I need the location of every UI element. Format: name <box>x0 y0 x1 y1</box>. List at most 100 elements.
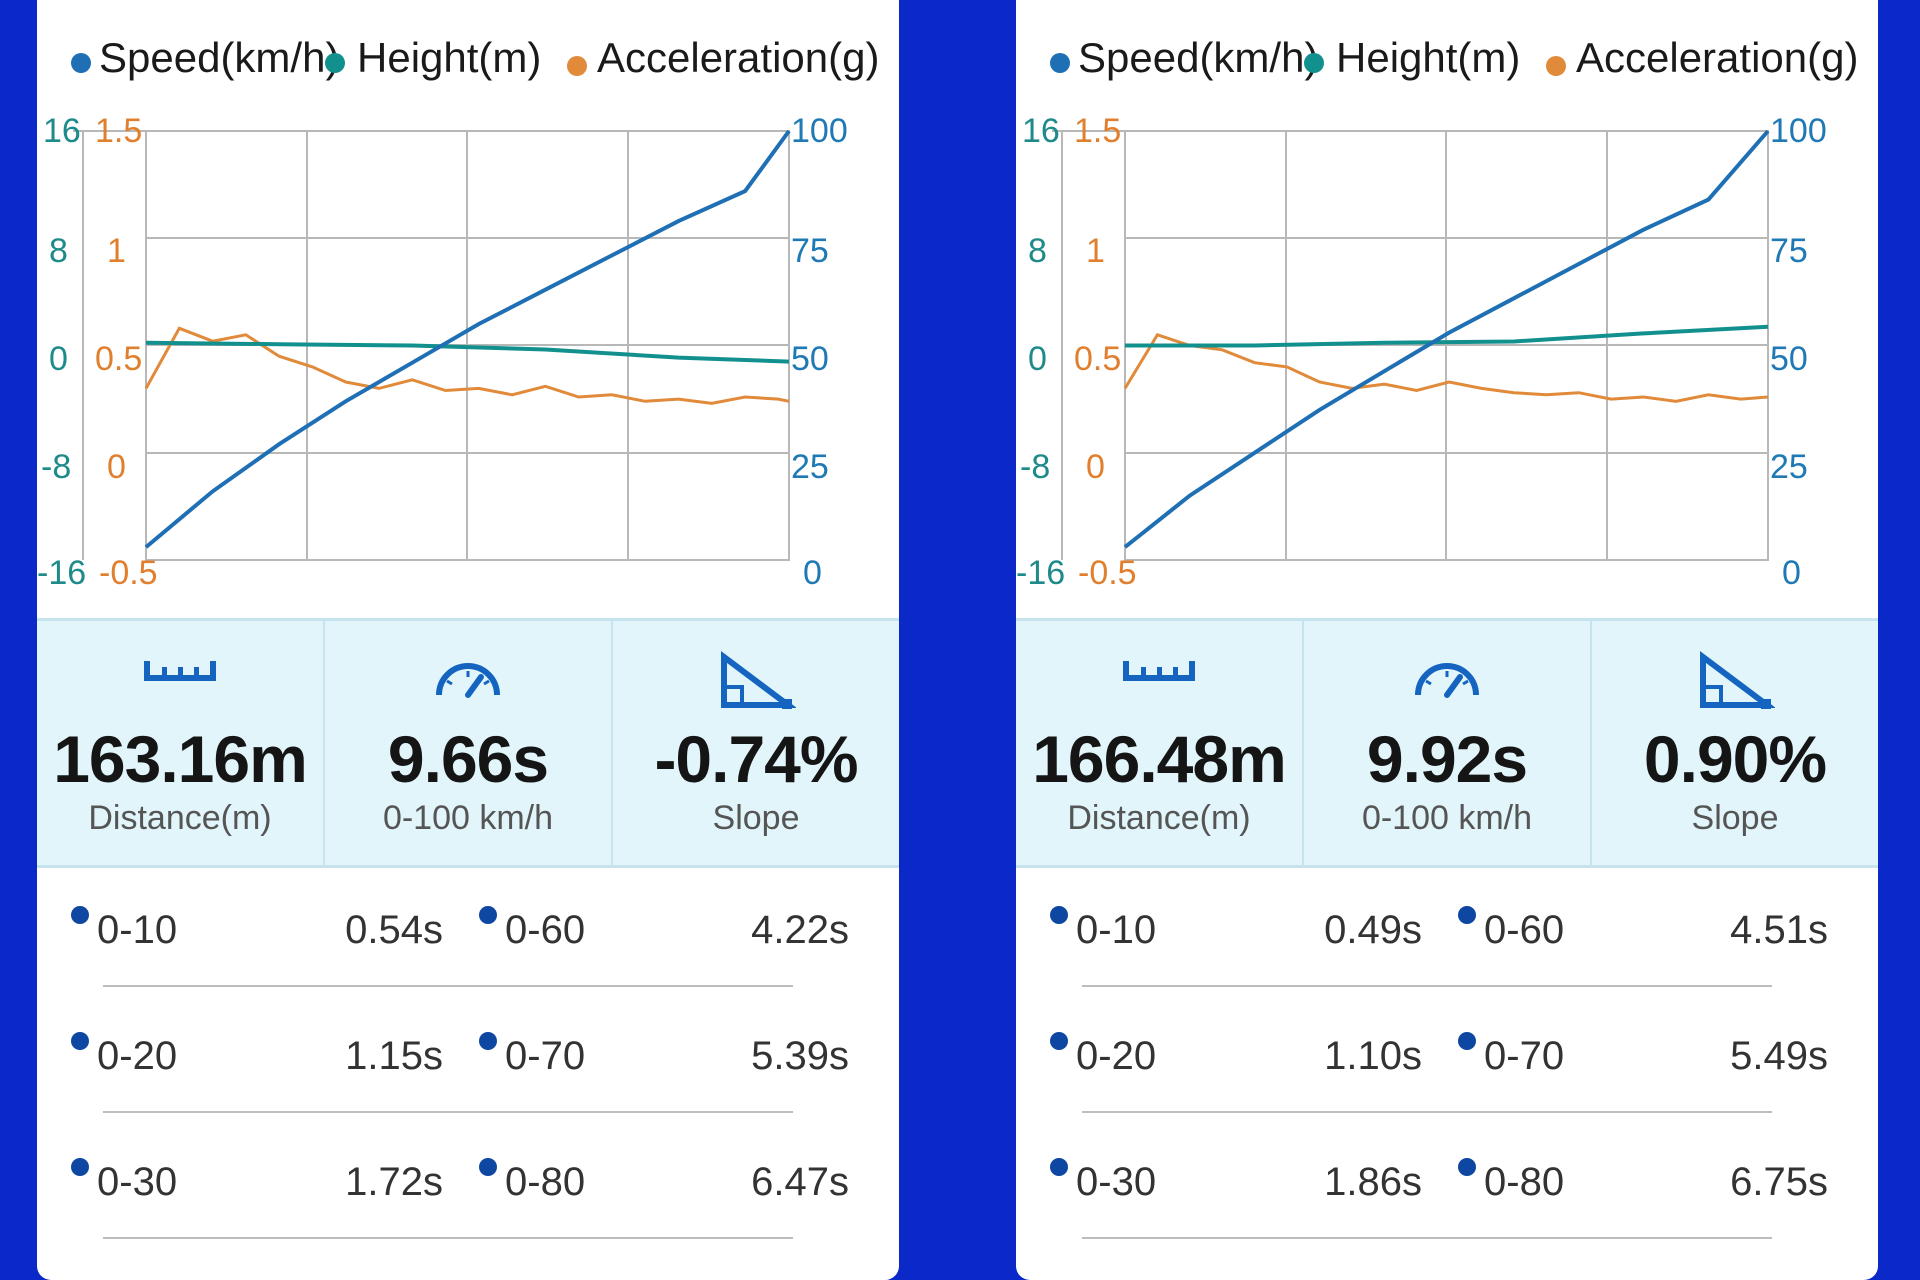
split-time: 4.51s <box>1730 908 1828 952</box>
acceleration-axis-ticks: 1.5 1 0.5 0 -0.5 <box>95 112 158 592</box>
legend-dot-speed <box>71 53 91 73</box>
split-dot <box>479 1158 497 1176</box>
speed-tick: 100 <box>791 112 848 150</box>
split-row: 0-20 1.15s 0-70 5.39s <box>37 996 899 1116</box>
split-dot <box>479 906 497 924</box>
split-time: 1.72s <box>345 1160 443 1204</box>
speed-tick: 25 <box>1770 448 1808 486</box>
legend-dot-height <box>325 53 345 73</box>
time-value: 9.92s <box>1366 722 1528 796</box>
split-dot <box>1050 906 1068 924</box>
slope-stat: -0.74% Slope <box>613 621 899 865</box>
split-time: 6.47s <box>751 1160 849 1204</box>
speed-tick: 25 <box>791 448 829 486</box>
split-time: 5.39s <box>751 1034 849 1078</box>
legend-acceleration: Acceleration(g) <box>597 34 879 81</box>
split-time: 1.15s <box>345 1034 443 1078</box>
divider <box>103 1237 793 1239</box>
height-axis-ticks: 16 8 0 -8 -16 <box>37 112 86 592</box>
distance-stat: 163.16m Distance(m) <box>37 621 325 865</box>
height-line <box>1125 324 1769 348</box>
split-time: 5.49s <box>1730 1034 1828 1078</box>
height-tick: 8 <box>49 232 68 270</box>
legend-acceleration: Acceleration(g) <box>1576 34 1858 81</box>
split-label: 0-10 <box>1076 908 1157 952</box>
acceleration-line <box>144 326 790 405</box>
speed-tick: 0 <box>1782 554 1801 592</box>
split-label: 0-70 <box>1484 1034 1565 1078</box>
speed-line <box>144 129 791 549</box>
legend-speed: Speed(km/h) <box>99 34 339 81</box>
legend-dot-height <box>1304 53 1324 73</box>
divider <box>1082 985 1772 987</box>
split-time: 0.49s <box>1324 908 1422 952</box>
chart-legend: Speed(km/h) Height(m) Acceleration(g) <box>1050 34 1858 81</box>
ruler-icon <box>1123 661 1195 681</box>
slope-value: 0.90% <box>1643 722 1827 796</box>
speed-tick: 100 <box>1770 112 1827 150</box>
distance-stat: 166.48m Distance(m) <box>1016 621 1304 865</box>
speed-tick: 0 <box>803 554 822 592</box>
split-row: 0-10 0.49s 0-60 4.51s <box>1016 870 1878 990</box>
split-time: 0.54s <box>345 908 443 952</box>
height-tick: 8 <box>1028 232 1047 270</box>
speed-axis-ticks: 100 75 50 25 0 <box>791 112 848 592</box>
split-dot <box>1050 1158 1068 1176</box>
split-row: 0-20 1.10s 0-70 5.49s <box>1016 996 1878 1116</box>
split-label: 0-20 <box>97 1034 178 1078</box>
time-value: 9.66s <box>387 722 549 796</box>
speed-tick: 50 <box>791 340 829 378</box>
speed-tick: 75 <box>1770 232 1808 270</box>
legend-dot-acceleration <box>1546 56 1566 76</box>
divider <box>103 985 793 987</box>
split-label: 0-30 <box>97 1160 178 1204</box>
speed-tick: 75 <box>791 232 829 270</box>
height-tick: -16 <box>1016 554 1065 592</box>
split-dot <box>1458 1032 1476 1050</box>
split-label: 0-60 <box>505 908 586 952</box>
height-tick: 16 <box>1022 112 1060 150</box>
summary-stats: 166.48m Distance(m) 9.92s 0-100 km/h 0.9… <box>1016 618 1878 868</box>
legend-speed: Speed(km/h) <box>1078 34 1318 81</box>
split-row: 0-30 1.86s 0-80 6.75s <box>1016 1122 1878 1242</box>
time-stat: 9.66s 0-100 km/h <box>325 621 613 865</box>
split-dot <box>1050 1032 1068 1050</box>
time-label: 0-100 km/h <box>1361 799 1533 837</box>
split-dot <box>71 906 89 924</box>
slope-label: Slope <box>1691 799 1779 837</box>
acceleration-axis-ticks: 1.5 1 0.5 0 -0.5 <box>1074 112 1137 592</box>
speedometer-icon <box>436 663 500 698</box>
split-dot <box>1458 906 1476 924</box>
run-panel-2: Speed(km/h) Height(m) Acceleration(g) 16… <box>1016 0 1878 1280</box>
height-tick: 16 <box>43 112 81 150</box>
split-time: 6.75s <box>1730 1160 1828 1204</box>
legend-dot-acceleration <box>567 56 587 76</box>
legend-height: Height(m) <box>357 34 541 81</box>
accel-tick: 0.5 <box>1074 340 1121 378</box>
split-dot <box>1458 1158 1476 1176</box>
divider <box>103 1111 793 1113</box>
split-label: 0-30 <box>1076 1160 1157 1204</box>
distance-label: Distance(m) <box>88 799 272 837</box>
accel-tick: -0.5 <box>99 554 158 592</box>
height-tick: -8 <box>1020 448 1050 486</box>
slope-label: Slope <box>712 799 800 837</box>
accel-tick: 1.5 <box>1074 112 1121 150</box>
distance-label: Distance(m) <box>1067 799 1251 837</box>
split-dot <box>479 1032 497 1050</box>
time-stat: 9.92s 0-100 km/h <box>1304 621 1592 865</box>
accel-tick: 0 <box>107 448 126 486</box>
split-label: 0-20 <box>1076 1034 1157 1078</box>
split-label: 0-80 <box>1484 1160 1565 1204</box>
height-tick: 0 <box>1028 340 1047 378</box>
slope-icon <box>1700 651 1775 709</box>
legend-dot-speed <box>1050 53 1070 73</box>
accel-tick: 1 <box>1086 232 1105 270</box>
divider <box>1082 1111 1772 1113</box>
split-label: 0-70 <box>505 1034 586 1078</box>
chart-legend: Speed(km/h) Height(m) Acceleration(g) <box>71 34 879 81</box>
speed-line <box>1123 129 1770 549</box>
slope-stat: 0.90% Slope <box>1592 621 1878 865</box>
height-line <box>145 340 790 364</box>
split-label: 0-10 <box>97 908 178 952</box>
